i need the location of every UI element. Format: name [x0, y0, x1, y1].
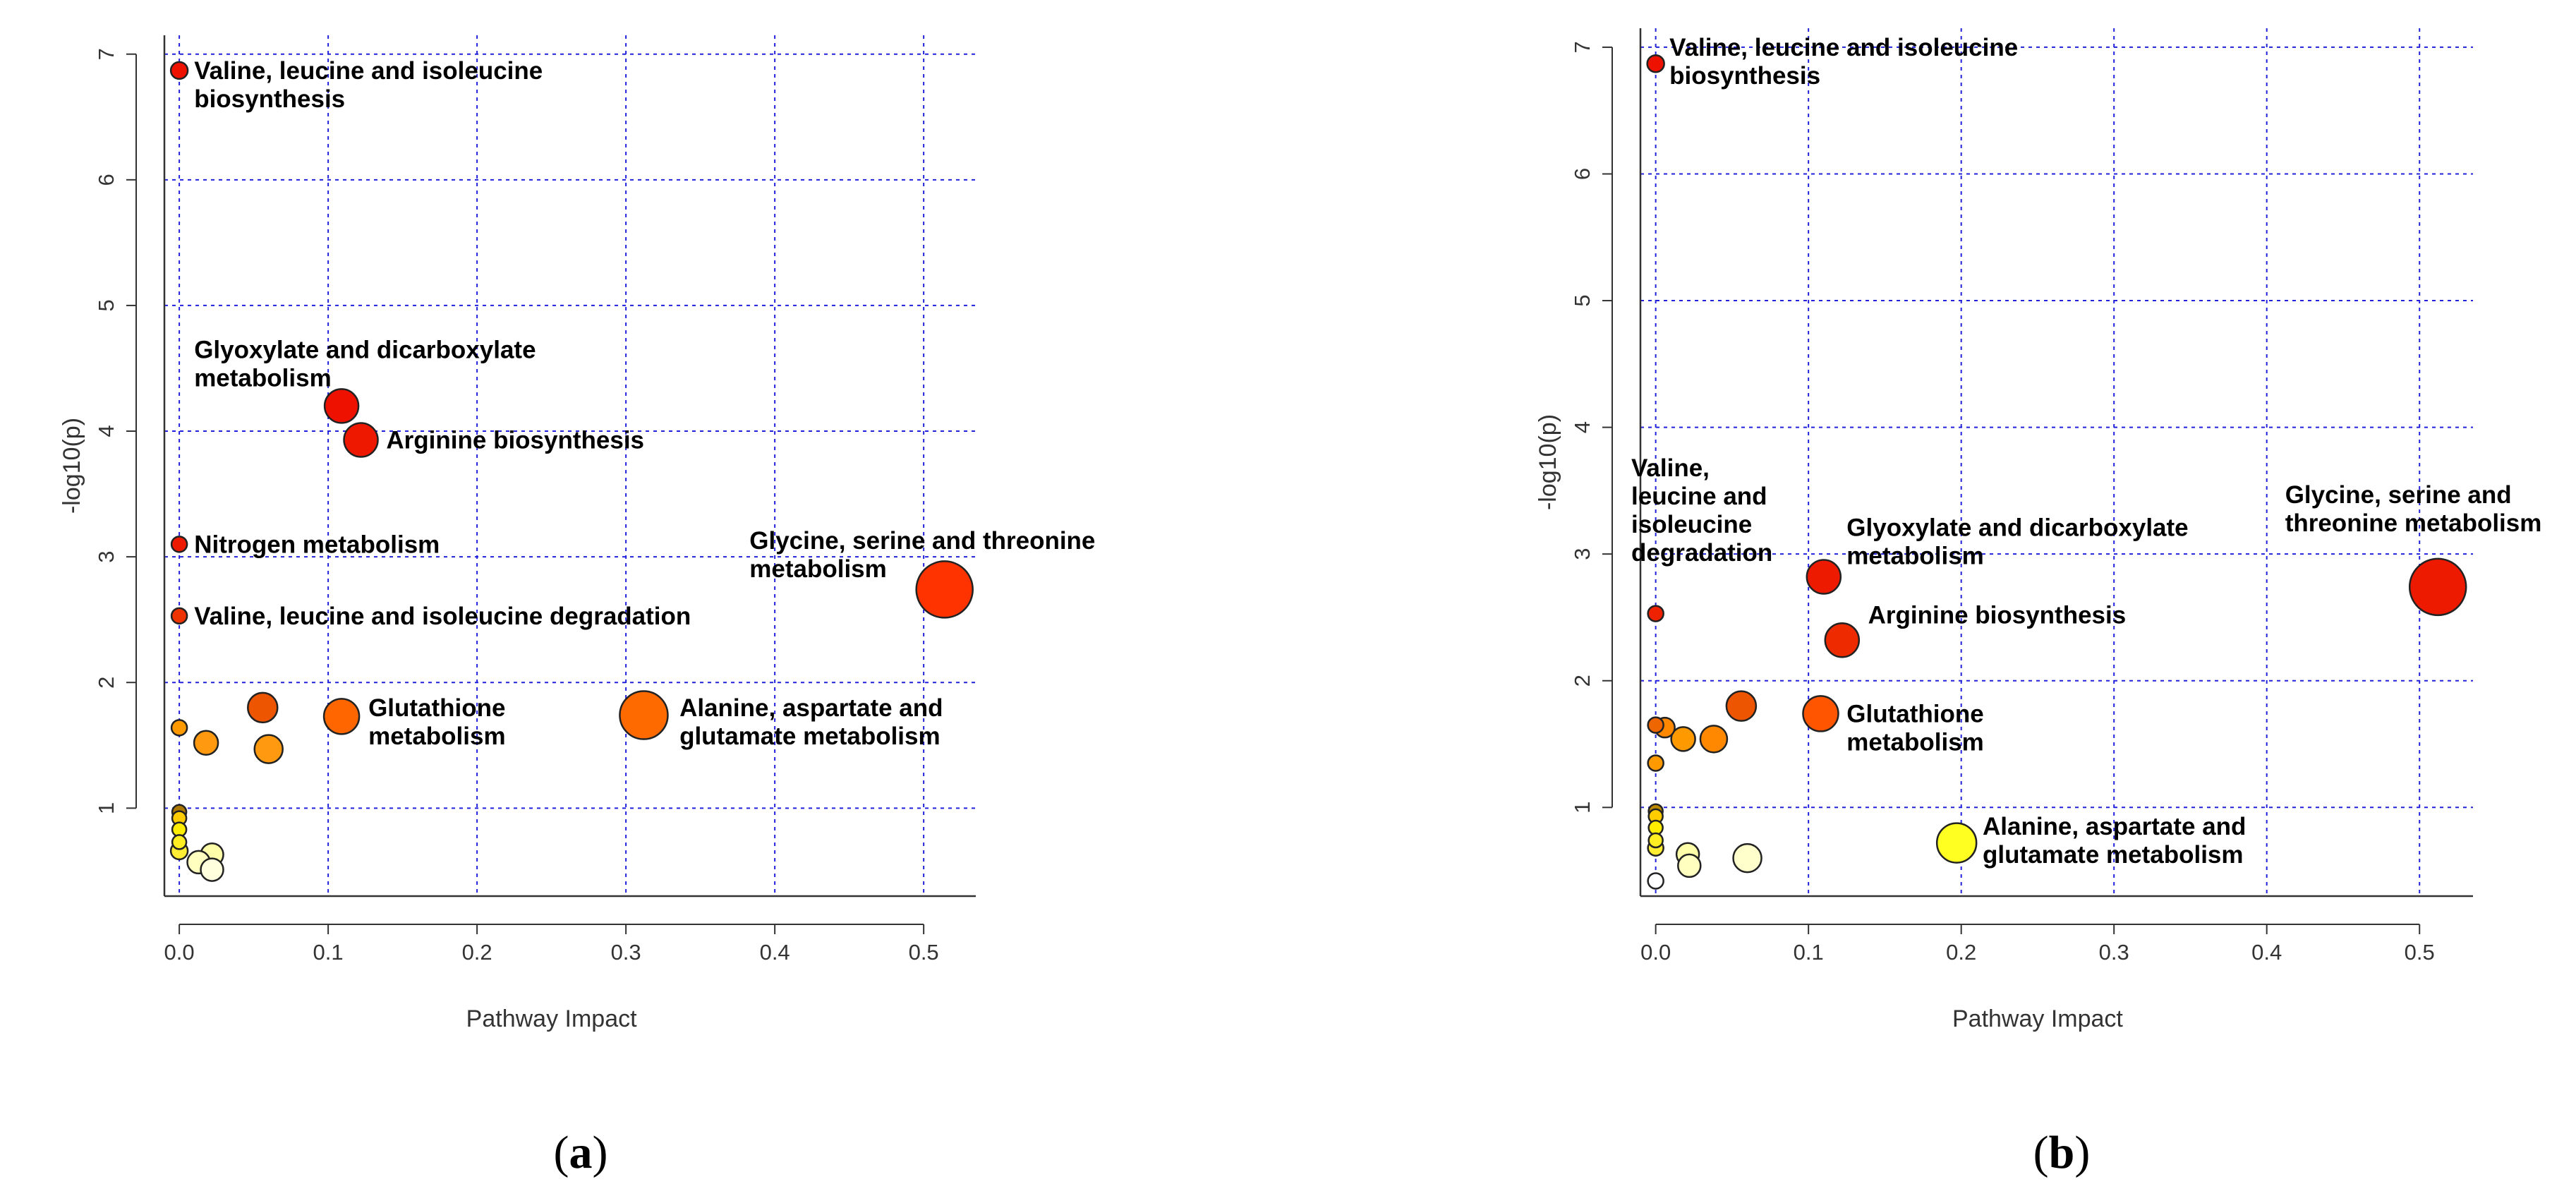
data-point — [343, 422, 379, 458]
data-point — [171, 834, 188, 850]
panel-b-label: (b) — [2033, 1127, 2091, 1178]
panel-a-label: (a) — [554, 1127, 608, 1178]
x-tick-label: 0.4 — [760, 940, 790, 965]
data-point — [1677, 853, 1702, 878]
x-tick-label: 0.5 — [2405, 940, 2435, 965]
point-label: Glyoxylate and dicarboxylate metabolism — [1846, 514, 2188, 569]
y-tick-label: 3 — [94, 550, 119, 562]
data-point — [1699, 725, 1729, 754]
y-tick-label: 5 — [94, 299, 119, 311]
y-axis-title: -log10(p) — [1535, 414, 1561, 510]
y-tick-label: 1 — [1570, 802, 1595, 814]
x-tick-label: 0.0 — [164, 940, 195, 965]
x-tick-label: 0.4 — [2251, 940, 2282, 965]
point-label: Arginine biosynthesis — [1868, 601, 2127, 629]
x-tick-label: 0.3 — [2099, 940, 2129, 965]
data-point — [1647, 832, 1664, 849]
x-axis-title: Pathway Impact — [466, 1005, 637, 1032]
data-point — [915, 560, 974, 619]
point-label: Glutathione metabolism — [1846, 700, 1984, 756]
point-label: Alanine, aspartate and glutamate metaboli… — [1983, 813, 2246, 869]
data-point — [1647, 754, 1664, 772]
panel-a-chart: 0.0 0.1 0.2 0.3 0.4 0.5 1 2 3 4 5 6 7 Pathway Impact -… — [59, 35, 1095, 1032]
y-tick-label: 4 — [94, 425, 119, 437]
data-point — [200, 857, 224, 882]
point-label: Glycine, serine and threonine metabolism — [2285, 481, 2542, 537]
point-label: Alanine, aspartate and glutamate metaboli… — [679, 694, 943, 750]
point-label: Arginine biosynthesis — [386, 426, 644, 454]
y-tick-label: 6 — [94, 174, 119, 186]
y-tick-label: 3 — [1570, 548, 1595, 560]
point-label: Nitrogen metabolism — [194, 531, 440, 558]
y-tick-label: 7 — [94, 48, 119, 60]
data-point — [253, 734, 284, 764]
data-point — [1725, 690, 1758, 722]
data-point — [169, 61, 189, 80]
y-tick-label: 2 — [94, 677, 119, 689]
point-label: Valine, leucine and isoleucine biosynthes… — [194, 57, 543, 113]
y-tick-label: 5 — [1570, 294, 1595, 306]
data-point — [1802, 695, 1839, 732]
data-point — [1647, 605, 1664, 622]
data-point — [1806, 559, 1842, 595]
point-label: Valine, leucine and isoleucine degradati… — [194, 603, 691, 630]
data-point — [323, 388, 360, 424]
data-point — [1647, 872, 1664, 890]
data-point — [170, 719, 188, 737]
x-tick-label: 0.3 — [611, 940, 641, 965]
y-tick-label: 4 — [1570, 421, 1595, 433]
x-tick-label: 0.1 — [313, 940, 344, 965]
data-point — [1670, 726, 1696, 752]
point-label: Valine, leucine and isoleucine biosynthes… — [1669, 34, 2018, 90]
point-label: Glycine, serine and threonine metabolism — [749, 527, 1095, 583]
data-point — [2408, 557, 2467, 617]
data-point — [1935, 822, 1978, 864]
data-point — [619, 690, 669, 740]
data-point — [1646, 54, 1665, 73]
point-label: Glyoxylate and dicarboxylate metabolism — [194, 336, 536, 392]
y-tick-label: 7 — [1570, 41, 1595, 53]
data-point — [193, 730, 219, 756]
panel-b-chart: 0.0 0.1 0.2 0.3 0.4 0.5 1 2 3 4 5 6 7 Pathway Impact -… — [1535, 28, 2541, 1032]
x-tick-label: 0.0 — [1640, 940, 1671, 965]
data-point — [170, 607, 188, 625]
data-point — [247, 691, 279, 724]
x-tick-label: 0.2 — [462, 940, 492, 965]
x-tick-label: 0.5 — [909, 940, 939, 965]
x-tick-label: 0.1 — [1794, 940, 1824, 965]
point-label: Glutathione metabolism — [368, 694, 506, 750]
data-point — [170, 536, 188, 553]
data-point — [1732, 842, 1762, 874]
point-label: Valine, leucine and isoleucine degradation — [1631, 454, 1772, 567]
data-point — [1647, 716, 1664, 734]
y-tick-label: 6 — [1570, 168, 1595, 180]
data-point — [322, 698, 361, 735]
y-tick-label: 1 — [94, 802, 119, 814]
x-tick-label: 0.2 — [1946, 940, 1976, 965]
x-axis-title: Pathway Impact — [1952, 1005, 2123, 1032]
y-axis-title: -log10(p) — [59, 418, 85, 514]
y-tick-label: 2 — [1570, 675, 1595, 687]
data-point — [1824, 622, 1861, 658]
